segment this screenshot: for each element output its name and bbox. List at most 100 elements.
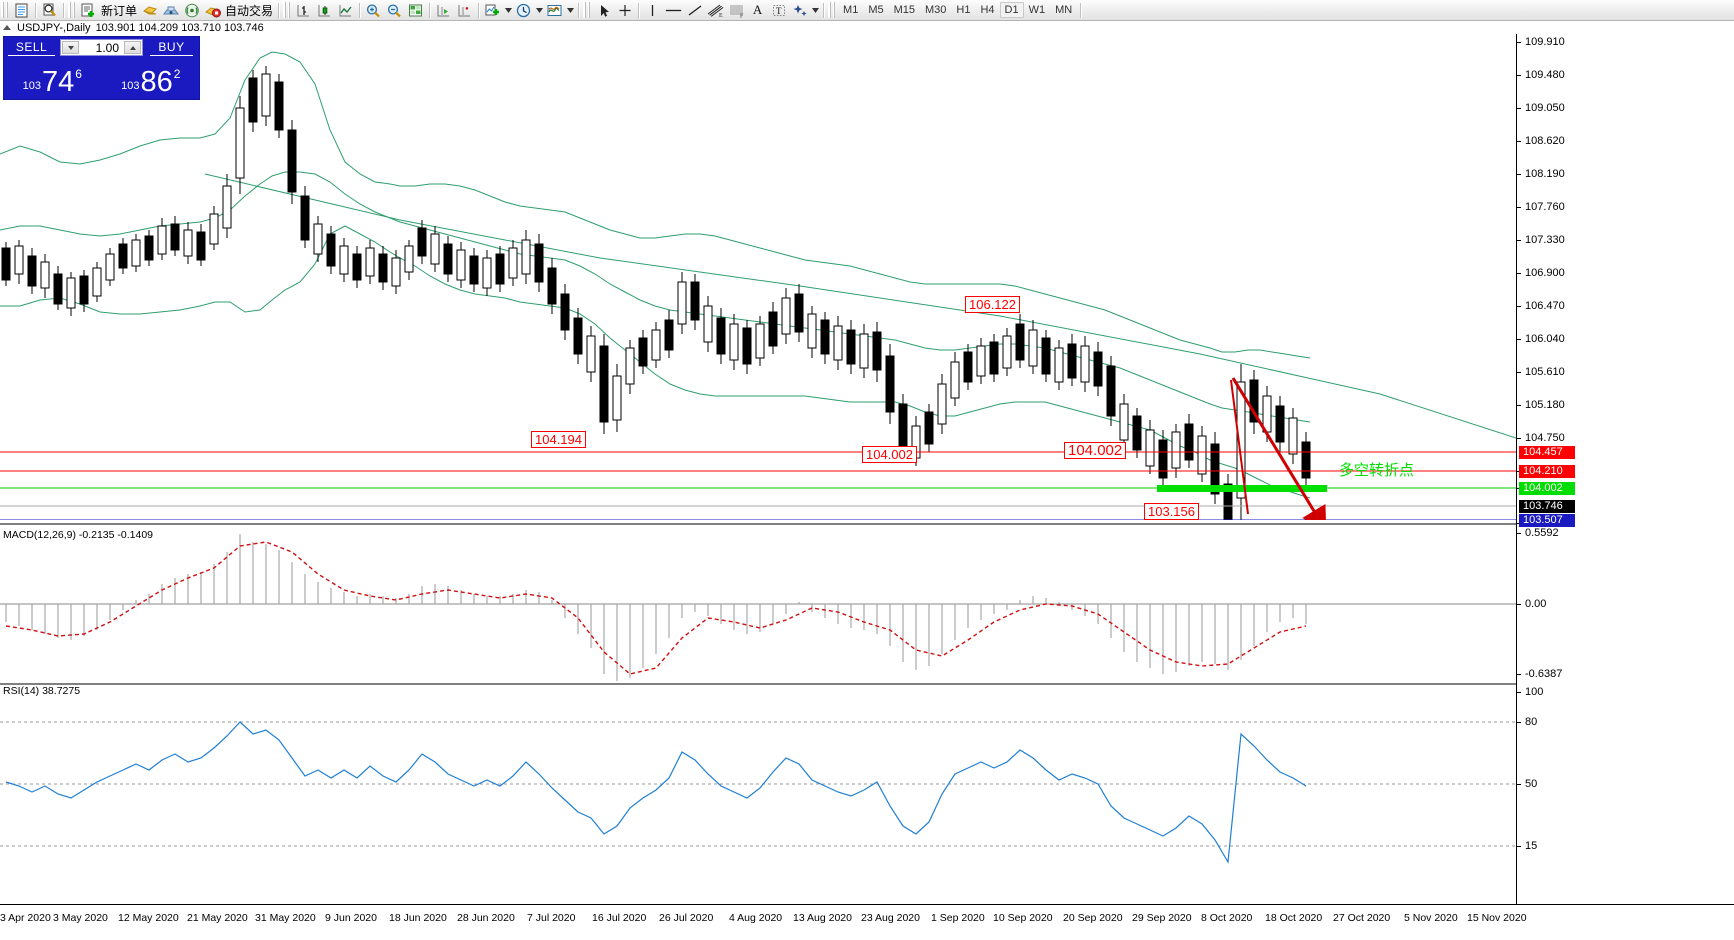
y-tick: 109.480 [1517, 69, 1565, 81]
sell-price[interactable]: 103 74 6 [4, 58, 101, 98]
grid-icon[interactable] [405, 1, 426, 19]
y-tick-label: 104.750 [1525, 432, 1565, 444]
buy-button[interactable]: BUY [144, 37, 199, 58]
y-tick-label: 106.900 [1525, 267, 1565, 279]
price-tag-resistance-2[interactable]: 104.210 [1519, 465, 1575, 478]
signals-icon[interactable] [181, 1, 202, 19]
volume-stepper[interactable]: 1.00 [60, 39, 143, 56]
toolbar-grip[interactable] [1, 2, 9, 18]
templates-icon[interactable] [544, 1, 565, 19]
x-tick-label: 9 Jun 2020 [325, 912, 377, 924]
price-tag-current-price[interactable]: 103.746 [1519, 500, 1575, 513]
trendline-icon[interactable] [684, 1, 705, 19]
text-label-icon[interactable]: T [768, 1, 789, 19]
timeframe-mn[interactable]: MN [1055, 4, 1073, 16]
price-annotation-104002-right[interactable]: 104.002 [1064, 442, 1127, 459]
price-annotation-104002-left[interactable]: 104.002 [862, 446, 917, 463]
chevron-down-icon[interactable] [810, 1, 820, 19]
y-tick-label: 107.760 [1525, 201, 1565, 213]
sell-button[interactable]: SELL [4, 37, 59, 58]
turning-point-note[interactable]: 多空转折点 [1339, 461, 1415, 479]
auto-scroll-icon[interactable] [454, 1, 475, 19]
equidistant-channel-icon[interactable]: E [705, 1, 726, 19]
cursor-icon[interactable] [593, 1, 614, 19]
turning-point-zone [1157, 485, 1327, 492]
price-annotation-103156[interactable]: 103.156 [1144, 503, 1199, 520]
buy-price-main: 86 [140, 66, 173, 98]
price-annotation-106122[interactable]: 106.122 [965, 296, 1020, 313]
text-icon[interactable]: A [752, 2, 763, 17]
x-tick-label: 27 Oct 2020 [1333, 912, 1391, 924]
indicators-icon[interactable] [482, 1, 503, 19]
new-order-icon[interactable] [78, 1, 99, 19]
y-tick: 106.040 [1517, 333, 1565, 345]
line-chart-icon[interactable] [335, 1, 356, 19]
candlestick-chart-icon[interactable] [314, 1, 335, 19]
price-pane [0, 51, 1516, 520]
x-tick-label: 23 Aug 2020 [861, 912, 920, 924]
moving-average-line [204, 173, 1516, 439]
rsi-pane [0, 721, 1516, 864]
toolbar-grip[interactable] [283, 2, 292, 18]
price-tag-support-blue[interactable]: 103.507 [1519, 514, 1575, 527]
timeframe-d1[interactable]: D1 [999, 2, 1024, 18]
x-tick-label: 4 Aug 2020 [729, 912, 783, 924]
y-tick: 106.470 [1517, 300, 1565, 312]
autotrading-label[interactable]: 自动交易 [225, 3, 274, 18]
x-tick-label: 13 Aug 2020 [793, 912, 852, 924]
zoom-out-icon[interactable] [384, 1, 405, 19]
price-tag-support-green[interactable]: 104.002 [1519, 482, 1575, 495]
y-tick: 105.180 [1517, 399, 1565, 411]
toolbar-separator [578, 2, 580, 18]
timeframe-w1[interactable]: W1 [1028, 4, 1046, 16]
timeframe-m5[interactable]: M5 [868, 4, 884, 16]
chevron-down-icon[interactable] [503, 1, 513, 19]
horizontal-line-icon[interactable] [663, 1, 684, 19]
x-tick-label: 26 Jul 2020 [659, 912, 714, 924]
price-tag-resistance-1[interactable]: 104.457 [1519, 446, 1575, 459]
shapes-icon[interactable] [789, 1, 810, 19]
price-annotation-104194[interactable]: 104.194 [531, 431, 586, 448]
chevron-down-icon[interactable] [534, 1, 544, 19]
collapse-triangle-icon[interactable] [3, 25, 11, 30]
expert-advisors-icon[interactable] [139, 1, 160, 19]
svg-text:F: F [740, 13, 744, 18]
one-click-trading-panel[interactable]: SELL 1.00 BUY 103 74 6 103 86 2 [3, 36, 200, 100]
downtrend-arrow-secondary [1230, 379, 1249, 515]
rsi-indicator-label: RSI(14) 38.7275 [3, 685, 81, 697]
main-toolbar[interactable]: 新订单 自动交易 [0, 0, 1734, 21]
x-tick-label: 3 Apr 2020 [0, 912, 51, 924]
time-axis[interactable]: 3 Apr 2020 3 May 2020 12 May 2020 21 May… [0, 904, 1734, 940]
sell-price-pip: 6 [75, 67, 82, 81]
chart-shift-icon[interactable] [433, 1, 454, 19]
autotrading-icon[interactable] [202, 1, 223, 19]
vertical-line-icon[interactable] [642, 1, 663, 19]
chart-canvas[interactable]: 106.122 104.194 104.002 104.002 103.156 … [0, 34, 1734, 940]
x-tick-label: 1 Sep 2020 [931, 912, 985, 924]
volume-input[interactable]: 1.00 [95, 40, 119, 55]
chevron-down-icon[interactable] [565, 1, 575, 19]
timeframe-m30[interactable]: M30 [925, 4, 947, 16]
terminal-icon[interactable] [11, 1, 32, 19]
volume-decrease-icon[interactable] [62, 41, 79, 54]
timeframe-m1[interactable]: M1 [843, 4, 859, 16]
volume-increase-icon[interactable] [124, 41, 141, 54]
timeframe-m15[interactable]: M15 [893, 4, 915, 16]
fibonacci-icon[interactable]: F [726, 1, 747, 19]
toolbar-grip[interactable] [583, 2, 592, 18]
price-axis[interactable]: 109.910 109.480 109.050 108.620 108.190 … [1516, 34, 1734, 904]
strategy-tester-icon[interactable] [160, 1, 181, 19]
zoom-in-icon[interactable] [363, 1, 384, 19]
timeframe-h4[interactable]: H4 [980, 4, 995, 16]
period-icon[interactable] [513, 1, 534, 19]
timeframe-h1[interactable]: H1 [956, 4, 971, 16]
y-tick: 105.610 [1517, 366, 1565, 378]
price-plot[interactable] [0, 34, 1516, 904]
new-order-label[interactable]: 新订单 [101, 3, 138, 18]
data-window-icon[interactable] [39, 1, 60, 19]
toolbar-grip[interactable] [68, 2, 76, 18]
bar-chart-icon[interactable] [293, 1, 314, 19]
crosshair-icon[interactable] [614, 1, 635, 19]
buy-price[interactable]: 103 86 2 [100, 58, 200, 98]
toolbar-grip[interactable] [828, 2, 837, 18]
